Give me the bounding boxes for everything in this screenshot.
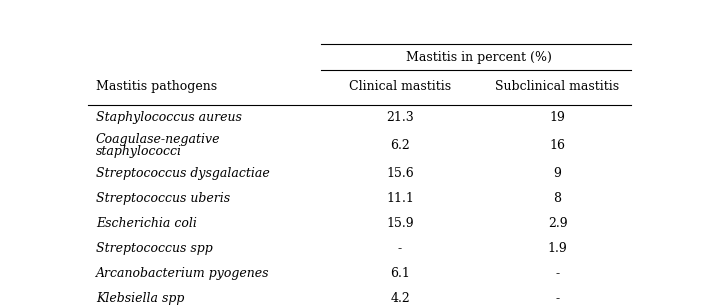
Text: Clinical mastitis: Clinical mastitis xyxy=(349,80,451,93)
Text: 21.3: 21.3 xyxy=(386,111,414,124)
Text: Arcanobacterium pyogenes: Arcanobacterium pyogenes xyxy=(96,267,269,280)
Text: staphylococci: staphylococci xyxy=(96,145,182,158)
Text: Klebsiella spp: Klebsiella spp xyxy=(96,292,184,305)
Text: 19: 19 xyxy=(550,111,566,124)
Text: 2.9: 2.9 xyxy=(547,217,567,230)
Text: Staphylococcus aureus: Staphylococcus aureus xyxy=(96,111,242,124)
Text: Coagulase-negative: Coagulase-negative xyxy=(96,133,220,146)
Text: 15.6: 15.6 xyxy=(386,168,414,180)
Text: Escherichia coli: Escherichia coli xyxy=(96,217,197,230)
Text: Streptococcus dysgalactiae: Streptococcus dysgalactiae xyxy=(96,168,269,180)
Text: -: - xyxy=(555,292,559,305)
Text: 1.9: 1.9 xyxy=(547,242,567,255)
Text: 16: 16 xyxy=(550,139,566,152)
Text: -: - xyxy=(398,242,402,255)
Text: -: - xyxy=(555,267,559,280)
Text: 4.2: 4.2 xyxy=(390,292,410,305)
Text: 11.1: 11.1 xyxy=(386,192,414,205)
Text: Streptococcus spp: Streptococcus spp xyxy=(96,242,212,255)
Text: Mastitis pathogens: Mastitis pathogens xyxy=(96,80,217,93)
Text: 6.1: 6.1 xyxy=(390,267,410,280)
Text: Mastitis in percent (%): Mastitis in percent (%) xyxy=(406,51,552,64)
Text: 8: 8 xyxy=(554,192,562,205)
Text: Streptococcus uberis: Streptococcus uberis xyxy=(96,192,230,205)
Text: 15.9: 15.9 xyxy=(386,217,414,230)
Text: Subclinical mastitis: Subclinical mastitis xyxy=(496,80,620,93)
Text: 6.2: 6.2 xyxy=(390,139,410,152)
Text: 9: 9 xyxy=(554,168,562,180)
